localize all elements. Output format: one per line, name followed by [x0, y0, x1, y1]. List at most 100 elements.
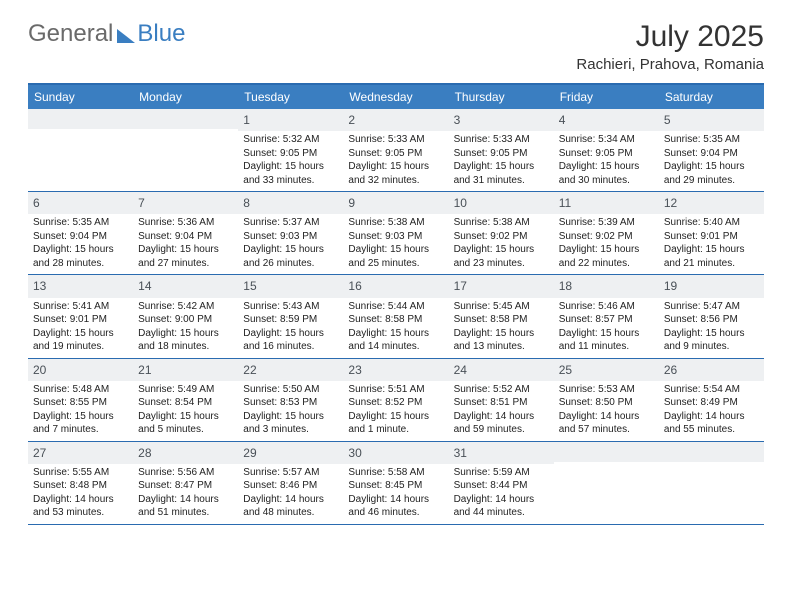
sunset-line: Sunset: 8:46 PM: [243, 479, 338, 493]
sunset-line: Sunset: 8:55 PM: [33, 396, 128, 410]
day-cell: 17Sunrise: 5:45 AMSunset: 8:58 PMDayligh…: [449, 275, 554, 357]
daylight-line: Daylight: 15 hours and 22 minutes.: [559, 243, 654, 270]
sunset-line: Sunset: 9:01 PM: [664, 230, 759, 244]
daylight-line: Daylight: 15 hours and 16 minutes.: [243, 327, 338, 354]
sunrise-line: Sunrise: 5:52 AM: [454, 383, 549, 397]
daylight-line: Daylight: 15 hours and 18 minutes.: [138, 327, 233, 354]
sunset-line: Sunset: 9:05 PM: [454, 147, 549, 161]
sunrise-line: Sunrise: 5:46 AM: [559, 300, 654, 314]
sunset-line: Sunset: 8:57 PM: [559, 313, 654, 327]
day-cell: 27Sunrise: 5:55 AMSunset: 8:48 PMDayligh…: [28, 442, 133, 524]
day-cell: 21Sunrise: 5:49 AMSunset: 8:54 PMDayligh…: [133, 359, 238, 441]
day-number: 15: [238, 275, 343, 297]
day-body: [659, 462, 764, 468]
daylight-line: Daylight: 15 hours and 14 minutes.: [348, 327, 443, 354]
sunrise-line: Sunrise: 5:40 AM: [664, 216, 759, 230]
sunrise-line: Sunrise: 5:47 AM: [664, 300, 759, 314]
day-body: Sunrise: 5:58 AMSunset: 8:45 PMDaylight:…: [343, 464, 448, 524]
sunrise-line: Sunrise: 5:34 AM: [559, 133, 654, 147]
sunset-line: Sunset: 8:45 PM: [348, 479, 443, 493]
sunset-line: Sunset: 9:03 PM: [243, 230, 338, 244]
sunset-line: Sunset: 8:49 PM: [664, 396, 759, 410]
day-header: Friday: [554, 85, 659, 109]
header: General Blue July 2025 Rachieri, Prahova…: [28, 20, 764, 73]
day-body: Sunrise: 5:51 AMSunset: 8:52 PMDaylight:…: [343, 381, 448, 441]
sunrise-line: Sunrise: 5:49 AM: [138, 383, 233, 397]
day-body: [554, 462, 659, 468]
daylight-line: Daylight: 15 hours and 19 minutes.: [33, 327, 128, 354]
day-body: Sunrise: 5:41 AMSunset: 9:01 PMDaylight:…: [28, 298, 133, 358]
day-cell: 12Sunrise: 5:40 AMSunset: 9:01 PMDayligh…: [659, 192, 764, 274]
logo-text-2: Blue: [137, 20, 185, 48]
daylight-line: Daylight: 15 hours and 9 minutes.: [664, 327, 759, 354]
logo-text-1: General: [28, 20, 113, 48]
day-body: Sunrise: 5:57 AMSunset: 8:46 PMDaylight:…: [238, 464, 343, 524]
daylight-line: Daylight: 14 hours and 53 minutes.: [33, 493, 128, 520]
sunrise-line: Sunrise: 5:38 AM: [454, 216, 549, 230]
day-number: 5: [659, 109, 764, 131]
sunrise-line: Sunrise: 5:32 AM: [243, 133, 338, 147]
sunrise-line: Sunrise: 5:33 AM: [348, 133, 443, 147]
day-cell: 11Sunrise: 5:39 AMSunset: 9:02 PMDayligh…: [554, 192, 659, 274]
day-body: Sunrise: 5:38 AMSunset: 9:03 PMDaylight:…: [343, 214, 448, 274]
title-block: July 2025 Rachieri, Prahova, Romania: [576, 20, 764, 73]
sunset-line: Sunset: 9:04 PM: [138, 230, 233, 244]
sunrise-line: Sunrise: 5:51 AM: [348, 383, 443, 397]
day-number: 14: [133, 275, 238, 297]
sunrise-line: Sunrise: 5:57 AM: [243, 466, 338, 480]
day-cell: 25Sunrise: 5:53 AMSunset: 8:50 PMDayligh…: [554, 359, 659, 441]
sunset-line: Sunset: 8:59 PM: [243, 313, 338, 327]
sunrise-line: Sunrise: 5:38 AM: [348, 216, 443, 230]
sunset-line: Sunset: 9:05 PM: [559, 147, 654, 161]
day-number: [554, 442, 659, 462]
day-cell: 10Sunrise: 5:38 AMSunset: 9:02 PMDayligh…: [449, 192, 554, 274]
day-number: 31: [449, 442, 554, 464]
sunrise-line: Sunrise: 5:56 AM: [138, 466, 233, 480]
day-number: 2: [343, 109, 448, 131]
daylight-line: Daylight: 15 hours and 32 minutes.: [348, 160, 443, 187]
daylight-line: Daylight: 15 hours and 31 minutes.: [454, 160, 549, 187]
day-number: 18: [554, 275, 659, 297]
day-number: 20: [28, 359, 133, 381]
day-body: Sunrise: 5:48 AMSunset: 8:55 PMDaylight:…: [28, 381, 133, 441]
daylight-line: Daylight: 15 hours and 7 minutes.: [33, 410, 128, 437]
sunrise-line: Sunrise: 5:58 AM: [348, 466, 443, 480]
sunrise-line: Sunrise: 5:59 AM: [454, 466, 549, 480]
daylight-line: Daylight: 15 hours and 13 minutes.: [454, 327, 549, 354]
day-cell: 3Sunrise: 5:33 AMSunset: 9:05 PMDaylight…: [449, 109, 554, 191]
day-cell: 5Sunrise: 5:35 AMSunset: 9:04 PMDaylight…: [659, 109, 764, 191]
day-cell: 22Sunrise: 5:50 AMSunset: 8:53 PMDayligh…: [238, 359, 343, 441]
day-cell: 18 Sunrise: 5:46 AMSunset: 8:57 PMDayligh…: [554, 275, 659, 357]
day-cell: 8Sunrise: 5:37 AMSunset: 9:03 PMDaylight…: [238, 192, 343, 274]
day-body: Sunrise: 5:55 AMSunset: 8:48 PMDaylight:…: [28, 464, 133, 524]
sunset-line: Sunset: 8:44 PM: [454, 479, 549, 493]
day-body: Sunrise: 5:43 AMSunset: 8:59 PMDaylight:…: [238, 298, 343, 358]
daylight-line: Daylight: 15 hours and 29 minutes.: [664, 160, 759, 187]
day-body: Sunrise: 5:54 AMSunset: 8:49 PMDaylight:…: [659, 381, 764, 441]
day-number: 9: [343, 192, 448, 214]
sunset-line: Sunset: 8:58 PM: [348, 313, 443, 327]
daylight-line: Daylight: 15 hours and 5 minutes.: [138, 410, 233, 437]
day-number: 26: [659, 359, 764, 381]
day-number: 3: [449, 109, 554, 131]
day-cell: 13Sunrise: 5:41 AMSunset: 9:01 PMDayligh…: [28, 275, 133, 357]
sunset-line: Sunset: 9:05 PM: [243, 147, 338, 161]
day-cell: 7Sunrise: 5:36 AMSunset: 9:04 PMDaylight…: [133, 192, 238, 274]
day-number: 25: [554, 359, 659, 381]
day-header: Wednesday: [343, 85, 448, 109]
daylight-line: Daylight: 15 hours and 25 minutes.: [348, 243, 443, 270]
daylight-line: Daylight: 15 hours and 26 minutes.: [243, 243, 338, 270]
daylight-line: Daylight: 15 hours and 11 minutes.: [559, 327, 654, 354]
day-header: Monday: [133, 85, 238, 109]
day-body: Sunrise: 5:35 AMSunset: 9:04 PMDaylight:…: [659, 131, 764, 191]
sunset-line: Sunset: 9:00 PM: [138, 313, 233, 327]
logo: General Blue: [28, 20, 185, 48]
daylight-line: Daylight: 14 hours and 44 minutes.: [454, 493, 549, 520]
week-row: 27Sunrise: 5:55 AMSunset: 8:48 PMDayligh…: [28, 442, 764, 525]
daylight-line: Daylight: 14 hours and 46 minutes.: [348, 493, 443, 520]
daylight-line: Daylight: 15 hours and 1 minute.: [348, 410, 443, 437]
day-cell: 28Sunrise: 5:56 AMSunset: 8:47 PMDayligh…: [133, 442, 238, 524]
sunset-line: Sunset: 9:03 PM: [348, 230, 443, 244]
day-cell: 4Sunrise: 5:34 AMSunset: 9:05 PMDaylight…: [554, 109, 659, 191]
day-body: Sunrise: 5:37 AMSunset: 9:03 PMDaylight:…: [238, 214, 343, 274]
